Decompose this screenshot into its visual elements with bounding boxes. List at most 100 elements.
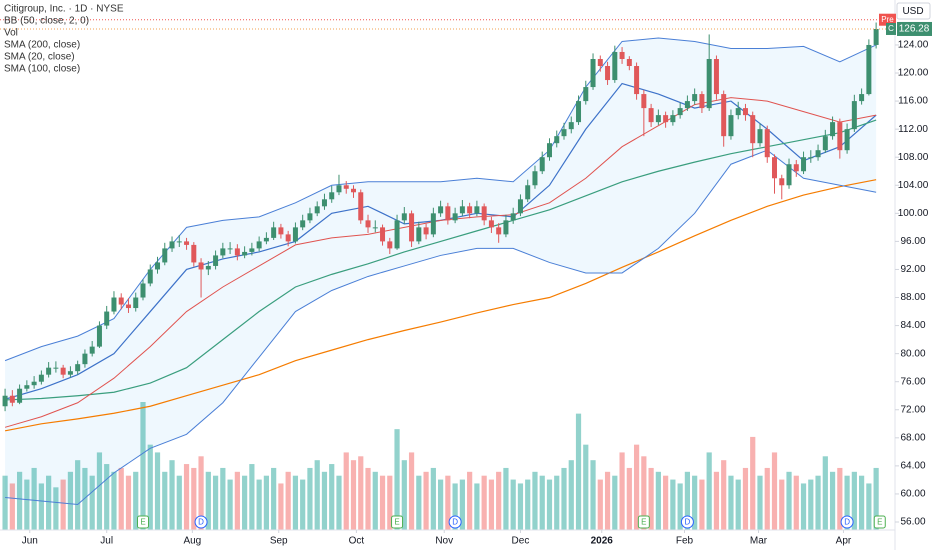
candle-body bbox=[525, 185, 531, 200]
candle-body bbox=[750, 115, 756, 144]
candle-body bbox=[53, 367, 59, 369]
candle-body bbox=[314, 206, 320, 214]
volume-bar bbox=[329, 464, 335, 530]
candle-body bbox=[380, 227, 386, 242]
pre-market-tag bbox=[879, 13, 896, 26]
volume-bar bbox=[735, 479, 741, 530]
candle-body bbox=[510, 213, 516, 221]
candle-body bbox=[539, 157, 545, 172]
candle-body bbox=[372, 227, 378, 229]
volume-bar bbox=[278, 483, 284, 530]
volume-bar bbox=[212, 475, 219, 530]
volume-bar bbox=[191, 467, 197, 530]
x-tick-label: 2026 bbox=[591, 536, 614, 547]
candle-body bbox=[38, 374, 44, 382]
event-label: E bbox=[641, 518, 646, 527]
legend: Citigroup, Inc. · 1D · NYSE BB (50, clos… bbox=[4, 4, 124, 75]
candle-body bbox=[597, 58, 603, 67]
volume-bar bbox=[742, 467, 749, 530]
candle-body bbox=[742, 108, 748, 116]
candle-body bbox=[75, 364, 81, 372]
volume-bar bbox=[2, 475, 8, 530]
y-tick-label: 80.00 bbox=[900, 348, 925, 359]
volume-bar bbox=[692, 475, 698, 530]
volume-bar bbox=[416, 475, 422, 530]
volume-bar bbox=[438, 479, 444, 530]
candle-body bbox=[118, 297, 124, 305]
price-axis bbox=[895, 0, 932, 550]
candle-body bbox=[67, 371, 73, 375]
volume-bar bbox=[575, 413, 582, 530]
candle-body bbox=[278, 227, 284, 235]
candle-body bbox=[684, 101, 690, 109]
volume-bar bbox=[372, 471, 378, 530]
volume-bar bbox=[118, 467, 124, 530]
candle-body bbox=[60, 367, 66, 375]
event-marker bbox=[391, 515, 404, 529]
y-tick-label: 60.00 bbox=[900, 489, 925, 500]
candle-body bbox=[859, 94, 865, 102]
last-price-tag bbox=[897, 21, 932, 36]
volume-bar bbox=[815, 475, 821, 530]
candle-body bbox=[438, 206, 444, 214]
candle-body bbox=[779, 178, 785, 186]
candle-body bbox=[285, 234, 291, 242]
volume-bar bbox=[423, 471, 429, 530]
event-marker bbox=[840, 515, 854, 529]
event-marker bbox=[637, 515, 650, 529]
event-marker bbox=[136, 515, 149, 529]
volume-bar bbox=[53, 487, 59, 530]
x-tick-label: Apr bbox=[836, 536, 852, 547]
candle-body bbox=[590, 58, 596, 88]
candle-body bbox=[82, 353, 88, 365]
event-marker bbox=[448, 515, 462, 529]
candle-body bbox=[634, 66, 640, 95]
candle-body bbox=[104, 311, 110, 326]
volume-bar bbox=[249, 464, 255, 530]
candle-body bbox=[772, 157, 778, 179]
candle-body bbox=[554, 136, 560, 144]
y-tick-label: 112.00 bbox=[898, 124, 928, 135]
candle-body bbox=[220, 248, 226, 256]
volume-bar bbox=[89, 475, 95, 530]
y-tick-label: 120.00 bbox=[898, 68, 929, 79]
candle-body bbox=[815, 150, 821, 158]
y-tick-label: 76.00 bbox=[900, 376, 925, 387]
candle-body bbox=[387, 241, 393, 249]
candle-body bbox=[213, 255, 219, 266]
volume-bar bbox=[844, 475, 850, 530]
last-price-label: 126.28 bbox=[899, 24, 930, 35]
candle-body bbox=[655, 115, 661, 123]
candle-body bbox=[271, 227, 277, 238]
candle-body bbox=[307, 213, 313, 221]
volume-bar bbox=[263, 475, 269, 530]
candle-body bbox=[561, 129, 567, 137]
volume-bar bbox=[169, 460, 175, 530]
volume-bar bbox=[256, 479, 262, 530]
candle-body bbox=[728, 115, 734, 137]
currency-box[interactable] bbox=[896, 2, 931, 20]
candle-body bbox=[300, 220, 306, 228]
legend-entry: BB (50, close, 2, 0) bbox=[4, 16, 89, 27]
volume-bar bbox=[227, 479, 233, 530]
pre-market-label: Pre bbox=[881, 15, 894, 24]
y-tick-label: 96.00 bbox=[900, 236, 925, 247]
volume-bar bbox=[452, 483, 458, 530]
candle-body bbox=[488, 220, 494, 228]
volume-bar bbox=[713, 471, 720, 530]
volume-bar bbox=[459, 479, 465, 530]
x-tick-label: Jun bbox=[22, 536, 38, 547]
volume-bar bbox=[539, 475, 545, 530]
candle-body bbox=[837, 122, 843, 151]
y-tick-label: 92.00 bbox=[900, 264, 925, 275]
candle-body bbox=[416, 227, 422, 242]
candle-body bbox=[757, 129, 763, 144]
candle-body bbox=[786, 164, 792, 186]
volume-bar bbox=[546, 479, 553, 530]
candle-body bbox=[699, 94, 705, 109]
candle-body bbox=[822, 136, 828, 151]
volume-bar bbox=[183, 464, 190, 530]
candle-body bbox=[619, 51, 625, 59]
volume-bar bbox=[786, 471, 792, 530]
